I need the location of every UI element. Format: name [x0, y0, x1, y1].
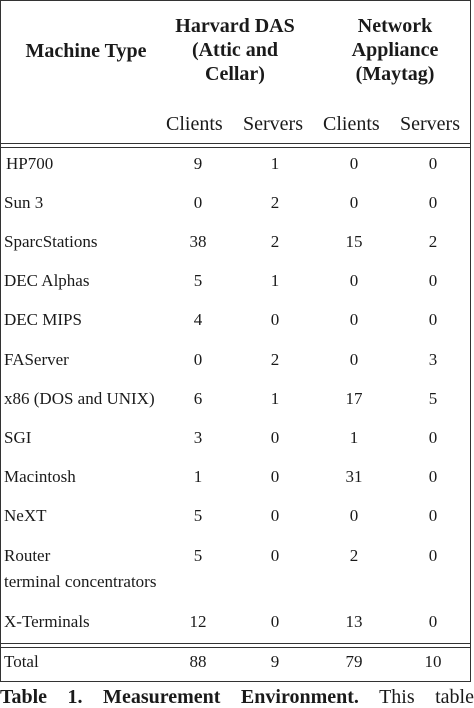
cell-harvard-servers: 1	[270, 154, 280, 173]
row-label: Macintosh	[4, 467, 76, 486]
header-group-harvard-line3: Cellar)	[205, 63, 265, 85]
row-label: x86 (DOS and UNIX)	[4, 389, 155, 408]
row-label: SparcStations	[4, 232, 98, 251]
cell-netapp-clients: 0	[349, 350, 359, 369]
cell-harvard-servers: 0	[270, 546, 280, 565]
subheader-clients-1: Clients	[166, 113, 223, 135]
header-group-netapp: Network Appliance (Maytag)	[320, 14, 470, 86]
header-group-netapp-line3: (Maytag)	[355, 63, 435, 85]
cell-harvard-servers: 0	[270, 506, 280, 525]
caption-title: Table 1. Measurement Environment.	[0, 686, 359, 708]
caption-text: This table	[379, 686, 474, 708]
cell-harvard-servers: 2	[270, 350, 280, 369]
header-group-harvard-line1: Harvard DAS	[175, 15, 295, 37]
cell-harvard-servers: 2	[270, 193, 280, 212]
table-bottom-rule	[0, 681, 471, 682]
cell-netapp-clients: 0	[349, 506, 359, 525]
cell-harvard-clients: 5	[193, 546, 203, 565]
cell-netapp-servers: 0	[428, 428, 438, 447]
cell-netapp-servers: 0	[428, 193, 438, 212]
cell-harvard-servers: 0	[270, 467, 280, 486]
total-rule-lower	[0, 647, 471, 648]
row-label: Router	[4, 546, 51, 565]
cell-harvard-clients: 5	[193, 506, 203, 525]
cell-harvard-clients: 5	[193, 271, 203, 290]
cell-netapp-servers: 3	[428, 350, 438, 369]
cell-netapp-clients: 0	[349, 154, 359, 173]
row-label: Sun 3	[4, 193, 44, 212]
cell-harvard-servers: 0	[270, 428, 280, 447]
table-caption: Table 1. Measurement Environment. This t…	[0, 686, 474, 708]
cell-harvard-servers: 1	[270, 271, 280, 290]
row-label: X-Terminals	[4, 612, 90, 631]
cell-netapp-clients: 1	[349, 428, 359, 447]
cell-netapp-servers: 2	[428, 232, 438, 251]
subheader-servers-2: Servers	[400, 113, 460, 135]
table-frame	[0, 0, 471, 682]
cell-netapp-servers: 0	[428, 310, 438, 329]
total-rule-upper	[0, 643, 471, 644]
cell-netapp-clients: 2	[349, 546, 359, 565]
cell-netapp-servers: 0	[428, 506, 438, 525]
header-rule-upper	[0, 143, 471, 144]
cell-harvard-servers: 0	[270, 612, 280, 631]
total-netapp-servers: 10	[424, 652, 442, 671]
cell-netapp-clients: 15	[345, 232, 363, 251]
cell-harvard-servers: 2	[270, 232, 280, 251]
total-harvard-servers: 9	[270, 652, 280, 671]
cell-harvard-clients: 4	[193, 310, 203, 329]
row-label: FAServer	[4, 350, 69, 369]
cell-netapp-clients: 0	[349, 271, 359, 290]
cell-harvard-clients: 0	[193, 193, 203, 212]
cell-netapp-servers: 0	[428, 154, 438, 173]
cell-harvard-clients: 1	[193, 467, 203, 486]
cell-netapp-clients: 13	[345, 612, 363, 631]
cell-harvard-clients: 38	[189, 232, 207, 251]
row-label: DEC Alphas	[4, 271, 90, 290]
cell-harvard-clients: 12	[189, 612, 207, 631]
cell-harvard-servers: 1	[270, 389, 280, 408]
cell-netapp-clients: 31	[345, 467, 363, 486]
cell-netapp-clients: 17	[345, 389, 363, 408]
cell-harvard-clients: 3	[193, 428, 203, 447]
cell-netapp-servers: 0	[428, 546, 438, 565]
total-netapp-clients: 79	[345, 652, 363, 671]
header-rule-lower	[0, 147, 471, 148]
total-harvard-clients: 88	[189, 652, 207, 671]
cell-harvard-clients: 0	[193, 350, 203, 369]
row-label: NeXT	[4, 506, 47, 525]
subheader-clients-2: Clients	[323, 113, 380, 135]
header-group-harvard: Harvard DAS (Attic and Cellar)	[160, 14, 310, 86]
header-group-netapp-line1: Network	[357, 15, 433, 37]
cell-netapp-clients: 0	[349, 193, 359, 212]
cell-netapp-servers: 5	[428, 389, 438, 408]
cell-netapp-servers: 0	[428, 612, 438, 631]
subheader-servers-1: Servers	[243, 113, 303, 135]
row-label: HP700	[6, 154, 54, 173]
header-machine-type: Machine Type	[25, 40, 147, 62]
cell-netapp-servers: 0	[428, 467, 438, 486]
cell-harvard-servers: 0	[270, 310, 280, 329]
cell-netapp-servers: 0	[428, 271, 438, 290]
row-label: DEC MIPS	[4, 310, 82, 329]
total-label: Total	[4, 652, 39, 671]
row-label: SGI	[4, 428, 32, 447]
cell-harvard-clients: 9	[193, 154, 203, 173]
row-label-line2: terminal concentrators	[4, 572, 157, 591]
cell-netapp-clients: 0	[349, 310, 359, 329]
header-group-harvard-line2: (Attic and	[191, 39, 279, 61]
cell-harvard-clients: 6	[193, 389, 203, 408]
header-group-netapp-line2: Appliance	[351, 39, 439, 61]
